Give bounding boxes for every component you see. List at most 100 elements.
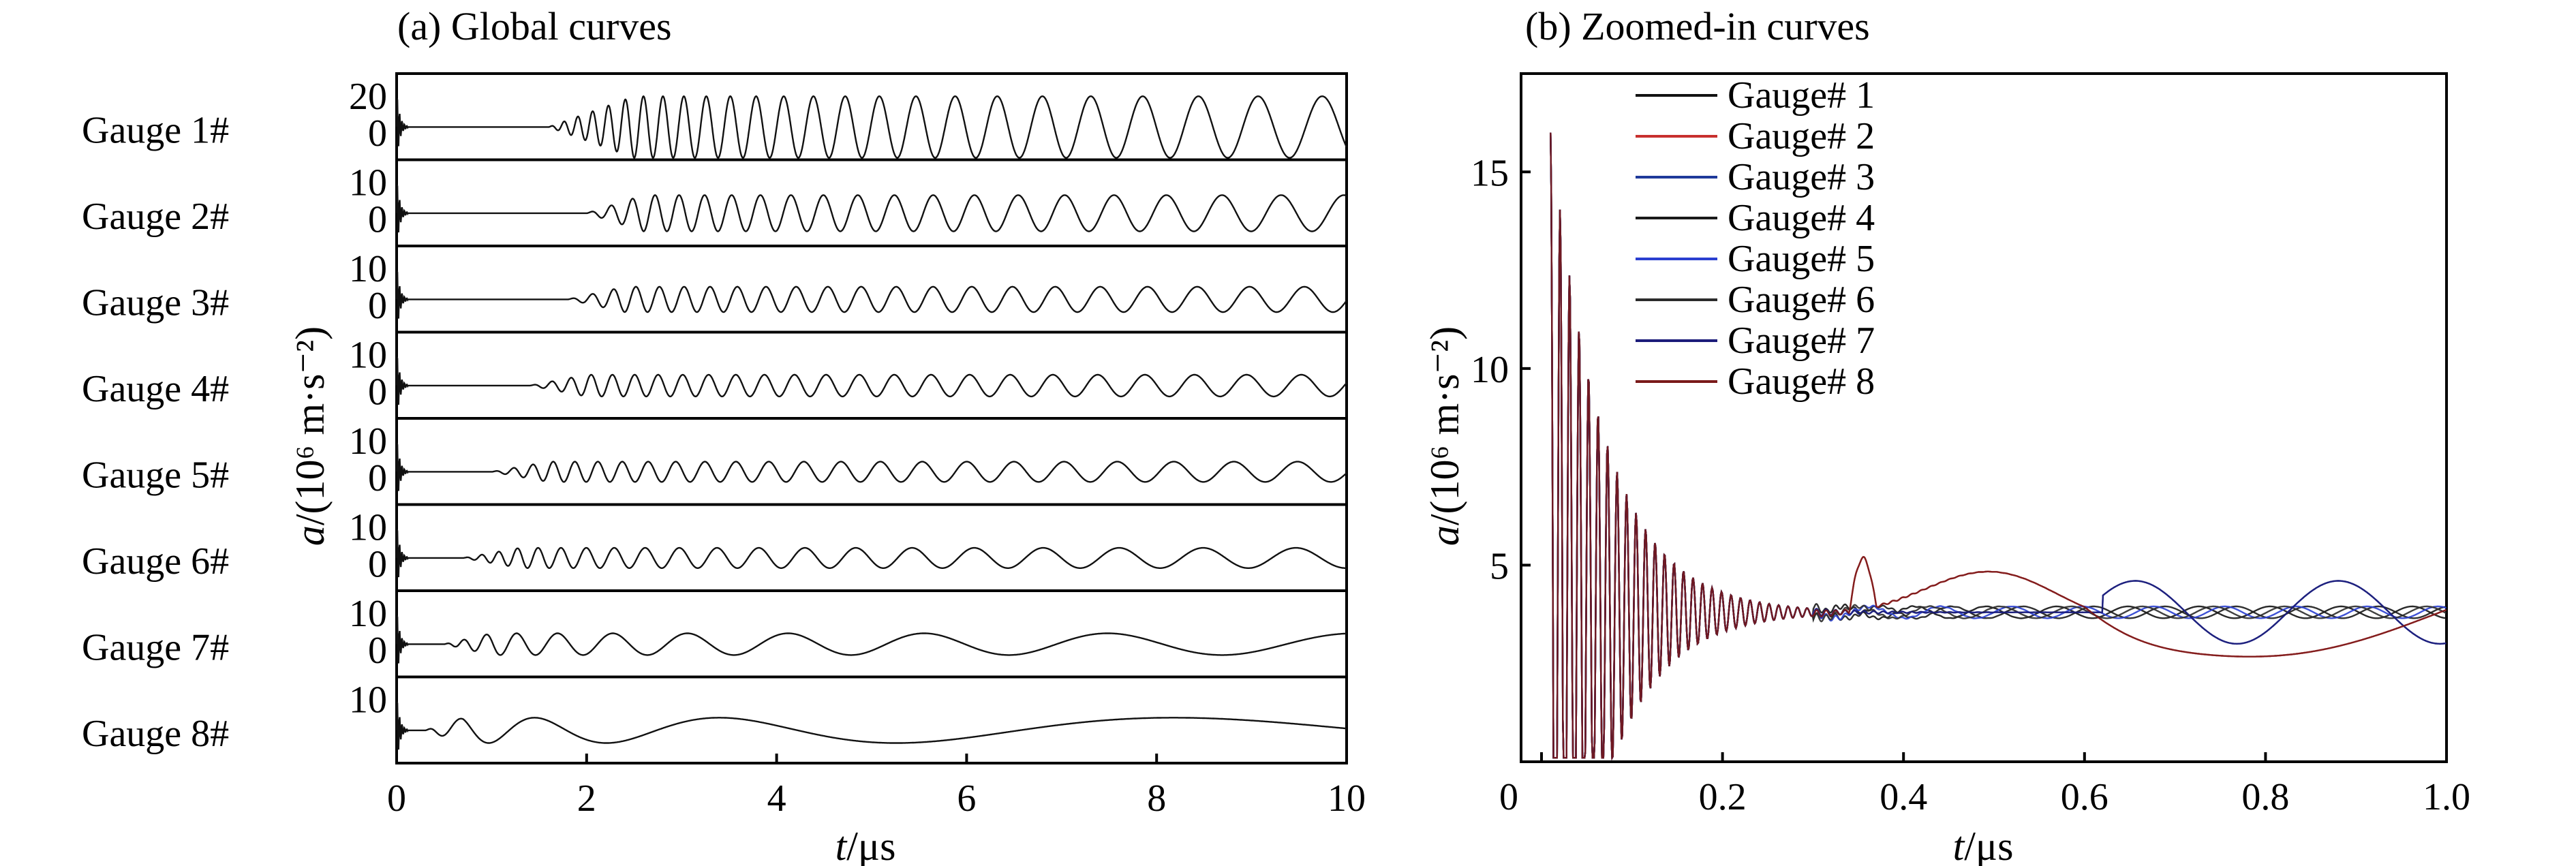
gauge-row-4: Gauge 4# 100: [82, 330, 1348, 420]
legend-entry-gauge-7: Gauge# 7: [1636, 320, 1875, 362]
legend-label: Gauge# 2: [1728, 115, 1875, 157]
legend-label: Gauge# 4: [1728, 197, 1875, 239]
panel-b-y-axis-label: a/(10⁶ m·s⁻²): [1422, 326, 1467, 546]
gauge-y-tick-label: 10: [349, 162, 387, 204]
gauge-y-tick-label: 0: [368, 371, 387, 414]
series-line-gauge-6: [1550, 132, 2447, 761]
panel-b-y-ticks: 5 10 15: [1471, 152, 1531, 587]
gauge-label: Gauge 6#: [82, 540, 229, 583]
gauge-waveform: [395, 184, 1347, 233]
panel-b-title: (b) Zoomed-in curves: [1525, 4, 1870, 48]
series-line-gauge-5: [1550, 132, 2447, 761]
gauge-waveform: [395, 443, 1347, 491]
gauge-row-8: Gauge 8# 10: [82, 675, 1348, 764]
gauge-waveform: [395, 95, 1348, 159]
x-tick-label: 10: [1328, 777, 1366, 820]
gauge-waveform: [395, 529, 1347, 578]
gauge-label: Gauge 5#: [82, 454, 229, 496]
x-tick-label: 0.2: [1699, 776, 1747, 818]
panel-a-title: (a) Global curves: [397, 4, 672, 48]
gauge-y-tick-label: 10: [349, 335, 387, 377]
legend-entry-gauge-6: Gauge# 6: [1636, 279, 1875, 321]
gauge-y-tick-label: 0: [368, 544, 387, 586]
gauge-row-frame: [395, 158, 1348, 247]
x-tick-label: 0: [1499, 776, 1518, 818]
legend-label: Gauge# 8: [1728, 360, 1875, 403]
y-tick-label: 5: [1490, 545, 1509, 587]
x-tick-label: 4: [767, 777, 786, 820]
series-line-gauge-2: [1550, 132, 2447, 761]
gauge-label: Gauge 4#: [82, 368, 229, 410]
gauge-y-tick-label: 0: [368, 285, 387, 327]
panel-b-x-ticks: 0 0.2 0.4 0.6 0.8 1.0: [1499, 752, 2470, 818]
gauge-label: Gauge 1#: [82, 109, 229, 151]
panel-a-x-axis-label: t/μs: [835, 824, 896, 866]
panel-a-x-ticks: 0 2 4 6 8 10: [387, 754, 1366, 820]
x-tick-label: 6: [957, 777, 976, 820]
x-tick-label: 0.6: [2061, 776, 2109, 818]
gauge-y-tick-label: 10: [349, 248, 387, 290]
legend-entry-gauge-1: Gauge# 1: [1636, 74, 1875, 117]
gauge-row-1: Gauge 1# 200: [82, 72, 1348, 161]
series-line-gauge-7: [1550, 132, 2447, 761]
gauge-label: Gauge 3#: [82, 281, 229, 324]
gauge-waveform: [395, 356, 1347, 405]
legend-entry-gauge-5: Gauge# 5: [1636, 238, 1875, 280]
gauge-y-tick-label: 10: [349, 679, 387, 722]
panel-b-x-axis-label: t/μs: [1953, 824, 2014, 866]
legend-entry-gauge-8: Gauge# 8: [1636, 360, 1875, 403]
gauge-row-frame: [395, 675, 1348, 764]
series-line-gauge-1: [1550, 132, 2447, 761]
gauge-y-tick-label: 0: [368, 630, 387, 672]
legend-label: Gauge# 1: [1728, 74, 1875, 117]
gauge-row-2: Gauge 2# 100: [82, 158, 1348, 247]
gauge-row-frame: [395, 417, 1348, 506]
gauge-row-frame: [395, 330, 1348, 420]
gauge-y-tick-label: 20: [349, 76, 387, 118]
x-tick-label: 1.0: [2423, 776, 2470, 818]
gauge-y-tick-label: 0: [368, 112, 387, 155]
gauge-row-7: Gauge 7# 100: [82, 589, 1348, 679]
gauge-row-frame: [395, 589, 1348, 679]
gauge-y-tick-label: 10: [349, 593, 387, 635]
series-line-gauge-3: [1550, 132, 2447, 761]
gauge-y-tick-label: 10: [349, 420, 387, 463]
legend-label: Gauge# 5: [1728, 238, 1875, 280]
gauge-label: Gauge 8#: [82, 713, 229, 755]
gauge-row-5: Gauge 5# 100: [82, 417, 1348, 506]
panel-b-series: [1550, 132, 2447, 761]
gauge-waveform: [395, 615, 1347, 664]
y-tick-label: 10: [1471, 349, 1509, 391]
gauge-row-frame: [395, 245, 1348, 334]
legend-label: Gauge# 6: [1728, 279, 1875, 321]
gauge-waveform: [395, 270, 1347, 319]
gauge-y-tick-label: 0: [368, 199, 387, 241]
y-tick-label: 15: [1471, 152, 1509, 194]
x-tick-label: 8: [1147, 777, 1166, 820]
x-tick-label: 0.4: [1880, 776, 1927, 818]
series-line-gauge-4: [1550, 132, 2447, 761]
legend-label: Gauge# 3: [1728, 156, 1875, 198]
x-tick-label: 0: [387, 777, 406, 820]
panel-a-y-axis-label: a/(10⁶ m·s⁻²): [288, 326, 333, 546]
series-line-gauge-8: [1550, 132, 2447, 761]
legend-label: Gauge# 7: [1728, 320, 1875, 362]
panel-b-frame: [1520, 72, 2448, 763]
gauge-waveform: [395, 701, 1347, 750]
gauge-label: Gauge 2#: [82, 196, 229, 238]
panel-b-zoomed-curves: (b) Zoomed-in curves 0 0.2 0.4 0.6 0.8 1.0 5 1…: [1422, 4, 2470, 866]
legend-entry-gauge-2: Gauge# 2: [1636, 115, 1875, 157]
gauge-row-frame: [395, 72, 1348, 161]
x-tick-label: 0.8: [2241, 776, 2289, 818]
gauge-y-tick-label: 10: [349, 507, 387, 549]
gauge-label: Gauge 7#: [82, 626, 229, 668]
gauge-y-tick-label: 0: [368, 457, 387, 499]
x-tick-label: 2: [577, 777, 596, 820]
gauge-row-6: Gauge 6# 100: [82, 503, 1348, 592]
legend-entry-gauge-4: Gauge# 4: [1636, 197, 1875, 239]
legend-entry-gauge-3: Gauge# 3: [1636, 156, 1875, 198]
